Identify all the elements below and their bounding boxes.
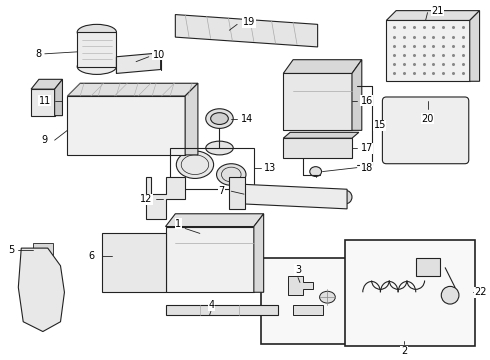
Ellipse shape	[319, 291, 335, 303]
Bar	[33, 243, 52, 255]
Text: 20: 20	[421, 113, 434, 123]
Ellipse shape	[77, 59, 117, 75]
Ellipse shape	[310, 167, 321, 176]
Bar	[261, 258, 406, 344]
Polygon shape	[175, 14, 318, 47]
Ellipse shape	[77, 24, 117, 40]
Text: 19: 19	[243, 17, 255, 27]
Polygon shape	[185, 83, 198, 155]
Text: 10: 10	[152, 50, 165, 60]
Polygon shape	[117, 53, 161, 73]
Polygon shape	[31, 79, 62, 89]
Text: 22: 22	[474, 287, 487, 297]
Polygon shape	[283, 138, 352, 158]
Polygon shape	[31, 89, 54, 116]
Polygon shape	[386, 11, 480, 21]
FancyBboxPatch shape	[382, 97, 469, 164]
Polygon shape	[146, 177, 185, 219]
Polygon shape	[352, 60, 362, 130]
Polygon shape	[166, 226, 254, 292]
Text: 11: 11	[39, 96, 51, 106]
Polygon shape	[283, 132, 359, 138]
Ellipse shape	[176, 151, 214, 179]
Polygon shape	[166, 214, 264, 226]
Text: 14: 14	[241, 113, 253, 123]
Text: 1: 1	[175, 219, 181, 229]
Ellipse shape	[211, 113, 228, 125]
Polygon shape	[68, 96, 185, 155]
Text: 13: 13	[265, 163, 277, 173]
Bar	[396, 111, 426, 129]
Polygon shape	[166, 305, 278, 315]
Bar	[345, 240, 475, 346]
Polygon shape	[470, 11, 480, 81]
Polygon shape	[283, 60, 362, 73]
Text: 2: 2	[401, 346, 407, 356]
Ellipse shape	[338, 190, 352, 204]
Text: 7: 7	[219, 186, 224, 196]
Text: 15: 15	[373, 121, 386, 130]
Polygon shape	[18, 248, 65, 332]
Text: 3: 3	[295, 265, 301, 275]
Ellipse shape	[441, 287, 459, 304]
Text: 6: 6	[89, 251, 95, 261]
Text: 9: 9	[42, 135, 48, 145]
Polygon shape	[288, 276, 313, 295]
Polygon shape	[293, 305, 322, 315]
Text: 17: 17	[361, 143, 373, 153]
Ellipse shape	[217, 164, 246, 185]
Ellipse shape	[206, 141, 233, 155]
Polygon shape	[229, 177, 245, 209]
Text: 12: 12	[140, 194, 152, 204]
Polygon shape	[68, 83, 198, 96]
Text: 21: 21	[431, 6, 443, 15]
Ellipse shape	[206, 109, 233, 129]
Text: 16: 16	[361, 96, 373, 106]
Polygon shape	[244, 184, 347, 209]
Polygon shape	[386, 21, 470, 81]
Text: 4: 4	[209, 300, 215, 310]
Polygon shape	[416, 258, 441, 276]
Text: 5: 5	[8, 245, 15, 255]
Polygon shape	[54, 79, 62, 116]
Polygon shape	[254, 214, 264, 292]
Text: 18: 18	[361, 163, 373, 173]
Polygon shape	[77, 32, 117, 67]
Text: 8: 8	[36, 49, 42, 59]
Polygon shape	[102, 233, 166, 292]
Polygon shape	[283, 73, 352, 130]
